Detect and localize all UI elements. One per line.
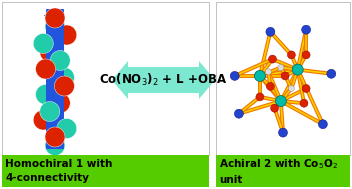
Circle shape bbox=[292, 64, 303, 75]
FancyBboxPatch shape bbox=[2, 155, 209, 187]
Circle shape bbox=[269, 55, 277, 63]
Circle shape bbox=[57, 119, 77, 139]
Circle shape bbox=[36, 84, 56, 105]
FancyBboxPatch shape bbox=[46, 9, 64, 149]
Circle shape bbox=[265, 69, 271, 75]
Circle shape bbox=[230, 71, 239, 80]
Text: ...: ... bbox=[43, 8, 52, 18]
Circle shape bbox=[50, 50, 70, 70]
Circle shape bbox=[275, 96, 287, 107]
Circle shape bbox=[271, 104, 278, 112]
Circle shape bbox=[54, 76, 74, 96]
Circle shape bbox=[256, 93, 264, 101]
Circle shape bbox=[57, 25, 77, 45]
Circle shape bbox=[302, 25, 310, 34]
FancyBboxPatch shape bbox=[216, 155, 350, 187]
Circle shape bbox=[278, 128, 288, 137]
Circle shape bbox=[33, 33, 53, 53]
Circle shape bbox=[300, 99, 308, 107]
Circle shape bbox=[287, 51, 295, 59]
Circle shape bbox=[278, 64, 284, 70]
Circle shape bbox=[281, 72, 289, 80]
Circle shape bbox=[302, 84, 310, 92]
Circle shape bbox=[302, 51, 310, 59]
Circle shape bbox=[288, 85, 294, 91]
Bar bbox=[128, 67, 199, 93]
Polygon shape bbox=[112, 61, 128, 99]
Circle shape bbox=[45, 136, 65, 156]
Text: Achiral 2 with Co$_5$O$_2$
unit: Achiral 2 with Co$_5$O$_2$ unit bbox=[219, 157, 338, 185]
Circle shape bbox=[234, 109, 243, 118]
Circle shape bbox=[254, 70, 265, 81]
Circle shape bbox=[319, 120, 327, 129]
Circle shape bbox=[50, 93, 70, 113]
Circle shape bbox=[266, 82, 275, 90]
Text: Co(NO$_3$)$_2$ + L +OBA: Co(NO$_3$)$_2$ + L +OBA bbox=[100, 72, 227, 88]
Circle shape bbox=[36, 59, 56, 79]
Polygon shape bbox=[199, 61, 215, 99]
FancyBboxPatch shape bbox=[216, 2, 350, 155]
Circle shape bbox=[40, 42, 60, 62]
Circle shape bbox=[45, 127, 65, 147]
Circle shape bbox=[54, 67, 74, 88]
Text: Homochiral 1 with
4-connectivity: Homochiral 1 with 4-connectivity bbox=[5, 159, 112, 183]
FancyBboxPatch shape bbox=[2, 2, 209, 155]
Circle shape bbox=[45, 16, 65, 36]
Circle shape bbox=[327, 69, 336, 78]
Circle shape bbox=[40, 101, 60, 122]
Circle shape bbox=[45, 8, 65, 28]
Circle shape bbox=[266, 27, 275, 36]
Circle shape bbox=[33, 110, 53, 130]
